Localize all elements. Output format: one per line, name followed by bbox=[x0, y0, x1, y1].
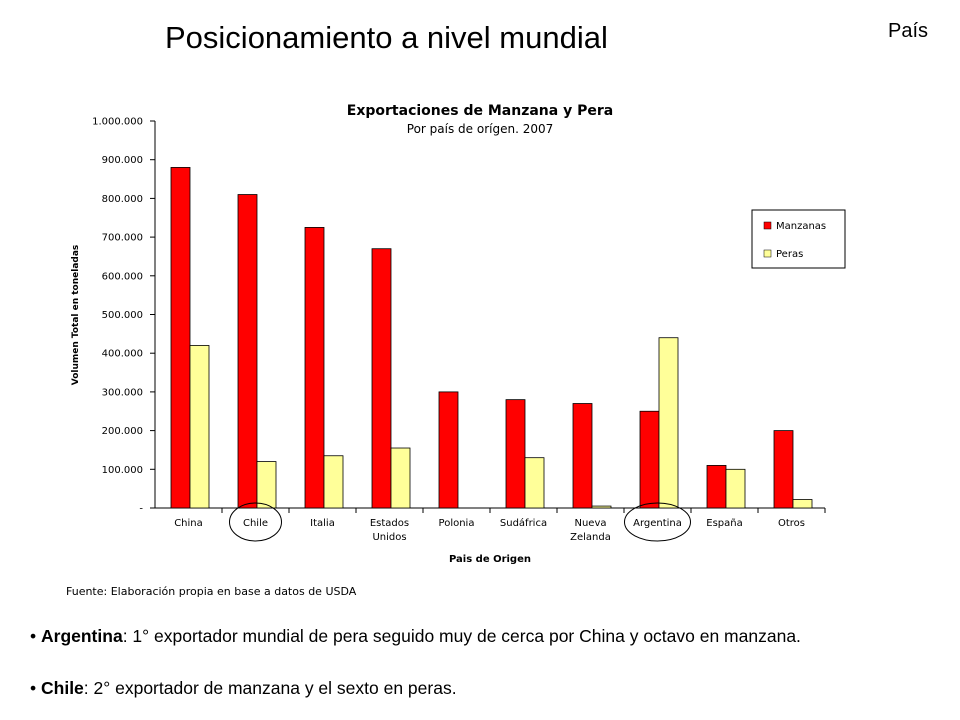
bar-chart: Exportaciones de Manzana y Pera Por país… bbox=[66, 103, 846, 598]
bar-peras bbox=[725, 468, 746, 509]
legend-label-peras: Peras bbox=[776, 249, 803, 260]
bar-manzanas bbox=[505, 399, 526, 509]
bullet-text: : 2° exportador de manzana y el sexto en… bbox=[83, 678, 457, 698]
bar-manzanas bbox=[170, 167, 191, 509]
bar-manzanas bbox=[773, 430, 794, 509]
y-axis-label: Volumen Total en toneladas bbox=[71, 245, 81, 386]
bar-peras bbox=[390, 447, 411, 509]
bar-manzanas bbox=[237, 194, 258, 509]
x-tick-label: China bbox=[174, 518, 203, 529]
bar-manzanas bbox=[572, 403, 593, 509]
x-tick-label: Otros bbox=[778, 518, 805, 529]
x-tick-label: España bbox=[706, 518, 742, 529]
y-tick-label: 1.000.000 bbox=[92, 117, 143, 128]
bar-peras bbox=[256, 461, 277, 509]
chart-subtitle: Por país de orígen. 2007 bbox=[407, 122, 553, 136]
bullet-chile: • Chile: 2° exportador de manzana y el s… bbox=[30, 678, 457, 699]
bullet-bold: Chile bbox=[41, 678, 84, 698]
bar-peras bbox=[524, 457, 545, 509]
bullet-text: : 1° exportador mundial de pera seguido … bbox=[122, 626, 801, 646]
x-tick-label: Italia bbox=[310, 518, 335, 529]
section-label: País bbox=[888, 20, 929, 42]
x-tick-label: Polonia bbox=[439, 518, 475, 529]
bullet-bold: Argentina bbox=[41, 626, 123, 646]
x-tick-label: Estados bbox=[370, 518, 409, 529]
bullet-marker: • bbox=[30, 626, 41, 646]
bullet-argentina: • Argentina: 1° exportador mundial de pe… bbox=[30, 626, 801, 647]
x-tick-label: Sudáfrica bbox=[500, 517, 547, 529]
bar-peras bbox=[591, 505, 612, 509]
x-axis-label: Pais de Origen bbox=[449, 554, 531, 565]
y-tick-label: 600.000 bbox=[102, 271, 143, 282]
bar-peras bbox=[323, 455, 344, 509]
bar-manzanas bbox=[304, 227, 325, 509]
bullet-marker: • bbox=[30, 678, 41, 698]
chart-source: Fuente: Elaboración propia en base a dat… bbox=[66, 585, 357, 598]
bar-manzanas bbox=[371, 248, 392, 509]
bar-manzanas bbox=[438, 391, 459, 509]
y-tick-label: - bbox=[139, 504, 143, 515]
y-tick-label: 900.000 bbox=[102, 155, 143, 166]
y-tick-label: 400.000 bbox=[102, 349, 143, 360]
legend-swatch-manzanas bbox=[763, 221, 772, 230]
chart-plot-area: - 100.000 200.000 300.000 400.000 500.000 600.… bbox=[92, 117, 826, 543]
y-tick-label: 700.000 bbox=[102, 233, 143, 244]
y-tick-label: 300.000 bbox=[102, 387, 143, 398]
x-tick-label: Chile bbox=[243, 518, 268, 529]
bar-peras bbox=[658, 337, 679, 509]
legend-swatch-peras bbox=[763, 249, 772, 258]
highlight-circle-chile bbox=[229, 502, 282, 542]
y-tick-label: 100.000 bbox=[102, 465, 143, 476]
y-tick-label: 500.000 bbox=[102, 310, 143, 321]
y-tick-label: 800.000 bbox=[102, 194, 143, 205]
x-tick-label: Argentina bbox=[633, 518, 682, 529]
x-tick-label: Zelanda bbox=[570, 532, 611, 543]
highlight-circle-argentina bbox=[624, 502, 691, 542]
slide-title: Posicionamiento a nivel mundial bbox=[165, 20, 608, 55]
y-tick-label: 200.000 bbox=[102, 426, 143, 437]
bar-manzanas bbox=[706, 465, 727, 509]
x-tick-label: Unidos bbox=[372, 532, 406, 543]
chart-legend: Manzanas Peras bbox=[751, 209, 846, 269]
chart-title: Exportaciones de Manzana y Pera bbox=[347, 103, 613, 119]
legend-label-manzanas: Manzanas bbox=[776, 221, 826, 232]
bar-manzanas bbox=[639, 410, 660, 509]
bar-peras bbox=[189, 345, 210, 509]
x-tick-label: Nueva bbox=[574, 518, 606, 529]
bar-peras bbox=[792, 499, 813, 509]
